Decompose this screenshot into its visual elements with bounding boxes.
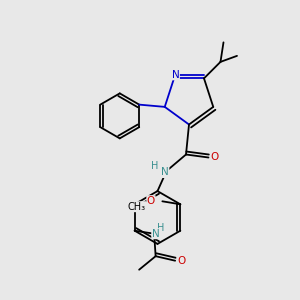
- Text: N: N: [152, 229, 160, 239]
- Text: O: O: [177, 256, 185, 266]
- Text: O: O: [147, 196, 155, 206]
- Text: H: H: [157, 223, 164, 233]
- Text: CH₃: CH₃: [128, 202, 146, 212]
- Text: N: N: [161, 167, 169, 178]
- Text: H: H: [152, 161, 159, 172]
- Text: O: O: [210, 152, 219, 163]
- Text: N: N: [172, 70, 179, 80]
